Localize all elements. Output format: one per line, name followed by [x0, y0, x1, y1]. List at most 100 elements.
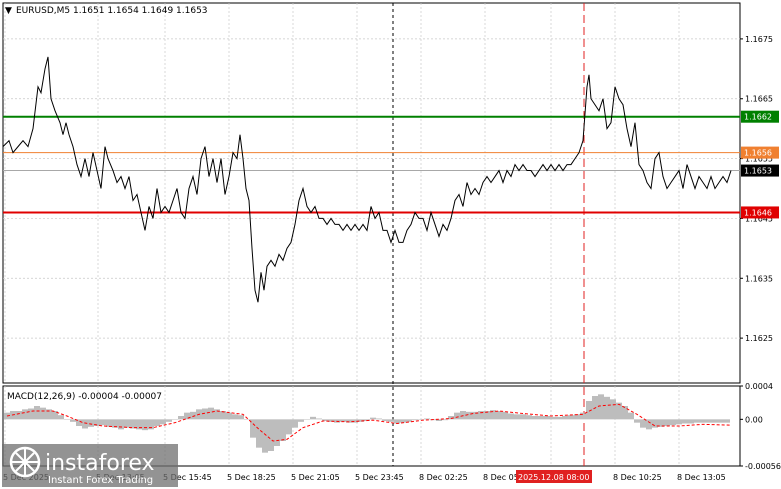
macd-bar	[622, 406, 628, 420]
macd-bar	[514, 414, 520, 420]
macd-bar	[676, 419, 682, 425]
macd-bar	[328, 419, 334, 422]
macd-bar	[220, 411, 226, 420]
x-tick-highlight	[516, 470, 592, 483]
macd-bar	[406, 419, 412, 422]
macd-bar	[118, 419, 124, 430]
macd-bar	[292, 419, 298, 428]
level-badges: 1.1662 1.1656 1.1646 1.1653	[741, 110, 779, 219]
x-tick-label: 5 Dec 21:05	[291, 473, 340, 482]
macd-bar	[574, 414, 580, 420]
macd-bar	[478, 411, 484, 420]
macd-bar	[640, 419, 646, 428]
macd-bar	[502, 411, 508, 420]
macd-bar	[154, 419, 160, 426]
macd-bar	[160, 419, 166, 425]
macd-bar	[562, 416, 568, 420]
macd-bar	[112, 419, 118, 428]
macd-bar	[544, 416, 550, 420]
macd-bar	[526, 415, 532, 420]
y-tick-label: 1.1665	[745, 95, 773, 104]
x-tick-label: 8 Dec 05:05	[483, 473, 532, 482]
x-tick-label: 5 Dec 18:25	[227, 473, 276, 482]
macd-bar	[166, 419, 172, 422]
macd-bar	[550, 416, 556, 420]
macd-bar	[382, 419, 388, 421]
macd-bar	[280, 419, 286, 441]
macd-bar	[358, 419, 364, 422]
macd-bar	[316, 418, 322, 420]
logo-tagline: Instant Forex Trading	[48, 475, 153, 486]
macd-bar	[682, 419, 688, 424]
macd-bar	[184, 412, 190, 420]
x-tick-label: 2025.12.08 08:00	[518, 473, 589, 482]
macd-bar	[322, 419, 328, 421]
level-badge-label-red: 1.1646	[744, 208, 772, 217]
macd-bar	[508, 413, 514, 420]
macd-bar	[694, 419, 700, 423]
macd-bar	[664, 419, 670, 426]
macd-bar	[580, 412, 586, 420]
macd-bar	[250, 419, 256, 438]
level-badge-red	[741, 206, 779, 219]
macd-bar	[412, 419, 418, 421]
macd-bar	[538, 416, 544, 420]
logo-name: instaforex	[45, 451, 155, 476]
macd-bar	[64, 419, 70, 420]
macd-bar	[688, 419, 694, 424]
macd-bar	[148, 419, 154, 430]
instaforex-logo: instaforex Instant Forex Trading	[2, 444, 178, 487]
vertical-markers	[392, 3, 585, 466]
symbol-title: EURUSD,M5 1.1651 1.1654 1.1649 1.1653	[16, 6, 208, 16]
macd-bar	[706, 419, 712, 423]
price-panel-frame	[2, 2, 741, 384]
price-series	[2, 56, 732, 303]
macd-bar	[454, 412, 460, 420]
macd-bar	[130, 419, 136, 429]
macd-bar	[202, 408, 208, 420]
macd-tick-label: -0.00056	[745, 462, 781, 471]
macd-bar	[106, 419, 112, 427]
y-tick-label: 1.1635	[745, 274, 773, 283]
macd-bar	[670, 419, 676, 426]
macd-bar	[346, 419, 352, 423]
y-tick-label: 1.1675	[745, 35, 773, 44]
macd-bar	[58, 415, 64, 420]
macd-bar	[484, 411, 490, 420]
macd-bar	[268, 419, 274, 451]
collapse-arrow-icon[interactable]: ▼	[5, 6, 12, 16]
macd-bar	[442, 419, 448, 421]
macd-label: MACD(12,26,9) -0.00004 -0.00007	[7, 392, 162, 402]
macd-bar	[724, 419, 730, 423]
macd-bar	[88, 419, 94, 427]
macd-bar	[424, 418, 430, 420]
macd-tick-label: 0.00	[745, 415, 763, 424]
price-line	[2, 56, 732, 303]
x-tick-label: 8 Dec 13:05	[677, 473, 726, 482]
macd-bar	[208, 407, 214, 420]
macd-signal-polyline	[6, 403, 732, 442]
macd-bar	[340, 419, 346, 422]
level-badge-label-current: 1.1653	[744, 167, 772, 176]
macd-bar	[472, 411, 478, 420]
macd-bar	[388, 419, 394, 422]
macd-panel-frame	[2, 385, 741, 467]
macd-bar	[466, 411, 472, 420]
macd-bar	[46, 409, 52, 420]
macd-bar	[658, 419, 664, 427]
macd-bar	[190, 411, 196, 420]
macd-bar	[598, 394, 604, 420]
level-badge-orange	[741, 146, 779, 159]
macd-bar	[136, 419, 142, 430]
macd-axis-ticks: 0.0004 0.00 -0.00056	[740, 382, 781, 471]
macd-bar	[496, 411, 502, 420]
x-tick-label: 8 Dec 02:25	[419, 473, 468, 482]
macd-bar	[178, 416, 184, 420]
macd-bar	[172, 419, 178, 420]
macd-bar	[286, 419, 292, 435]
macd-bar	[556, 416, 562, 420]
macd-bar	[436, 419, 442, 421]
macd-bar	[16, 411, 22, 420]
macd-bar	[718, 419, 724, 423]
